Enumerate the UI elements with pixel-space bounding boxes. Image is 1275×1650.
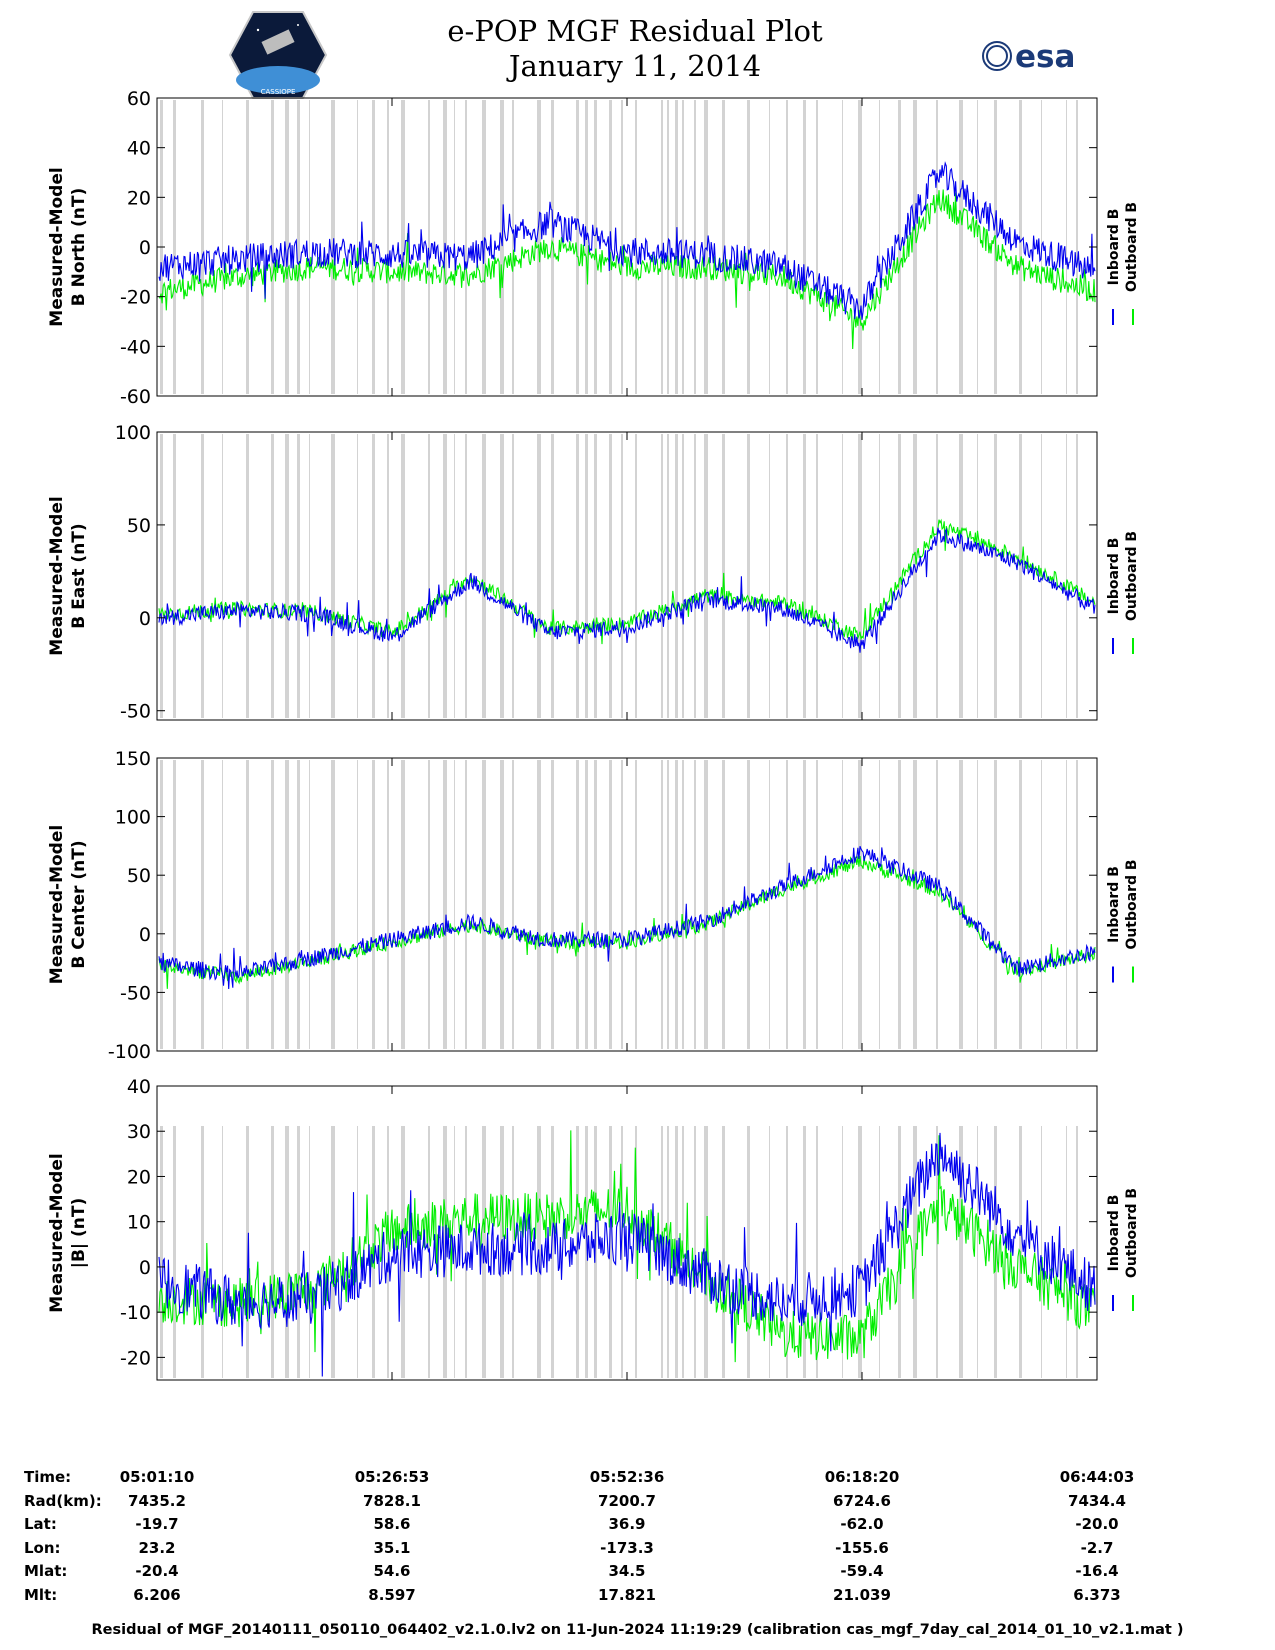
y-tick-label: -50 [120,982,151,1004]
row-label: Mlat: [24,1562,68,1580]
series-outboard [158,855,1096,989]
table-cell: 8.597 [368,1585,416,1604]
panel-2: -50 0 50 100 Measured-Model B East (nT) Inboar… [47,422,1140,723]
y-tick-label: 100 [115,422,151,444]
table-cell: -59.4 [840,1562,884,1580]
table-cell: 7200.7 [598,1491,656,1510]
table-cell: 23.2 [138,1538,176,1557]
table-cell: 7435.2 [128,1491,186,1510]
y-tick-label: 40 [127,138,151,160]
orbit-info-table: Time: Rad(km): Lat: Lon: Mlat: Mlt: 05:01:10 0… [0,1468,1275,1618]
title-line-2: January 11, 2014 [508,49,762,83]
title-line-1: e-POP MGF Residual Plot [447,14,823,48]
table-cell: 05:01:10 [119,1468,195,1486]
y-axis-label: Measured-Model B North (nT) [47,167,89,326]
table-cell: 06:44:03 [1059,1468,1135,1486]
table-cell: -155.6 [835,1538,889,1557]
y-tick-label: 20 [127,187,151,209]
y-tick-label: 150 [115,748,151,770]
y-tick-label: -100 [108,1041,151,1063]
row-label: Lon: [24,1538,61,1557]
y-tick-label: 50 [127,865,151,887]
table-cell: -2.7 [1080,1538,1114,1557]
table-cell: 17.821 [598,1585,656,1604]
cassiope-logo: CASSIOPE [228,10,328,100]
row-label: Mlt: [24,1585,58,1604]
series-outboard [158,1130,1096,1363]
table-cell: -19.7 [135,1515,179,1533]
plot-title: e-POP MGF Residual Plot January 11, 2014 [380,14,890,84]
series-inboard [158,846,1096,990]
y-axis-label: Measured-Model |B| (nT) [47,1153,89,1312]
y-tick-label: -20 [120,287,151,309]
table-cell: 7828.1 [363,1491,421,1510]
table-cell: -62.0 [840,1515,884,1533]
table-cell: 21.039 [833,1585,891,1604]
legend: Inboard B Outboard B [1106,531,1140,621]
table-cell: 05:26:53 [354,1468,430,1486]
y-tick-label: 0 [139,924,151,946]
y-tick-label: 60 [127,88,151,110]
legend: Inboard B Outboard B [1106,202,1140,292]
table-cell: 6.373 [1073,1585,1121,1604]
table-cell: 7434.4 [1068,1491,1126,1510]
y-tick-label: 0 [139,237,151,259]
y-tick-label: 20 [127,1166,151,1188]
legend: Inboard B Outboard B [1106,1188,1140,1278]
series-inboard [158,161,1096,320]
row-label: Rad(km): [24,1491,102,1510]
table-cell: 36.9 [608,1515,646,1533]
y-tick-label: 50 [127,515,151,537]
table-cell: 35.1 [373,1538,411,1557]
y-axis-label: Measured-Model B Center (nT) [47,825,89,984]
data-gap-bands [160,434,1078,718]
row-label: Time: [24,1468,72,1486]
table-cell: 54.6 [373,1562,411,1580]
esa-logo: esa [975,34,1095,78]
table-cell: 06:18:20 [824,1468,900,1486]
y-tick-label: 100 [115,807,151,829]
data-gap-bands [160,760,1078,1049]
table-cell: 6724.6 [833,1491,891,1510]
y-tick-label: -20 [120,1347,151,1369]
y-tick-label: -50 [120,701,151,723]
y-tick-label: 10 [127,1212,151,1234]
footer-caption: Residual of MGF_20140111_050110_064402_v… [91,1622,1184,1638]
y-tick-label: -60 [120,386,151,408]
y-axis-label: Measured-Model B East (nT) [47,496,89,655]
panel-3: -100 -50 0 50 100 150 Measured-Model B Center (… [47,748,1140,1063]
data-gap-bands [160,1126,1078,1378]
series-inboard [158,1132,1096,1377]
series-outboard [158,189,1096,350]
table-cell: 05:52:36 [589,1468,665,1486]
y-tick-label: 0 [139,1257,151,1279]
y-tick-label: -40 [120,336,151,358]
table-cell: -16.4 [1075,1562,1119,1580]
residual-plots: -60 -40 -20 0 20 40 60 Measured-Model B North (n… [47,88,1140,1381]
table-cell: -20.4 [135,1562,179,1580]
table-cell: -173.3 [600,1538,654,1557]
table-cell: -20.0 [1075,1515,1119,1533]
y-tick-label: 30 [127,1121,151,1143]
panel-4: -20 -10 0 10 20 30 40 Measured-Model |B| (nT) Inb… [47,1076,1140,1381]
data-gap-bands [160,100,1078,394]
panel-1: -60 -40 -20 0 20 40 60 Measured-Model B North (n… [47,88,1140,408]
table-cell: 58.6 [373,1515,411,1533]
y-tick-label: 40 [127,1076,151,1098]
row-label: Lat: [24,1515,57,1533]
cassiope-logo-text: CASSIOPE [261,88,296,96]
table-cell: 34.5 [608,1562,646,1580]
legend: Inboard B Outboard B [1106,859,1140,949]
table-cell: 6.206 [133,1585,181,1604]
y-tick-label: 0 [139,608,151,630]
y-tick-label: -10 [120,1302,151,1324]
esa-logo-text: esa [1015,39,1075,75]
series-outboard [158,518,1096,645]
series-inboard [158,527,1096,653]
